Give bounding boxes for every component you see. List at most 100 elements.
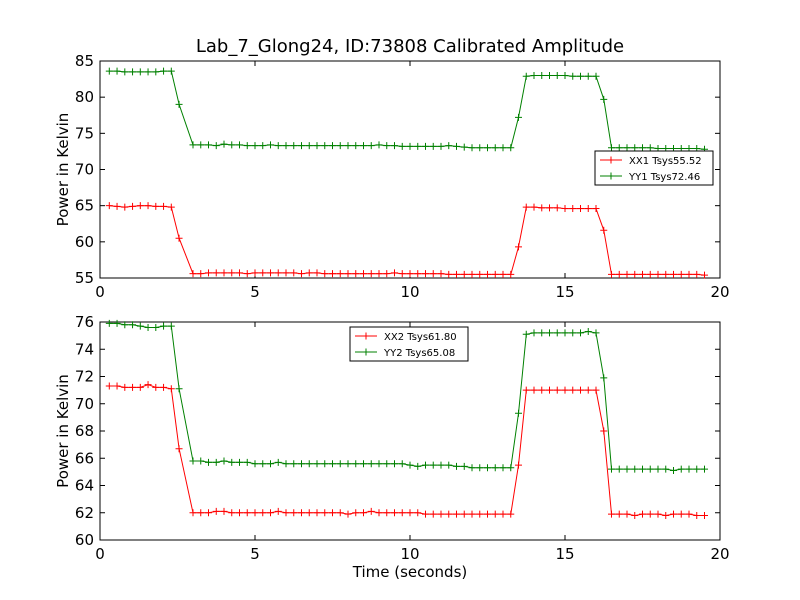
data-point xyxy=(491,144,499,152)
data-point xyxy=(499,270,507,278)
legend-marker xyxy=(607,172,615,180)
data-point xyxy=(144,381,152,389)
data-point xyxy=(460,270,468,278)
data-point xyxy=(422,270,429,278)
data-point xyxy=(197,141,205,149)
data-point xyxy=(136,322,144,330)
data-point xyxy=(476,464,484,472)
data-point xyxy=(491,510,499,518)
data-point xyxy=(305,460,313,468)
data-point xyxy=(136,68,144,76)
data-point xyxy=(577,386,584,394)
data-point xyxy=(282,460,290,468)
data-point xyxy=(259,142,267,150)
y-tick-label: 70 xyxy=(75,395,94,413)
data-point xyxy=(251,142,259,150)
data-point xyxy=(584,205,592,213)
data-point xyxy=(460,462,468,470)
data-point xyxy=(445,461,453,469)
data-point xyxy=(175,445,183,453)
data-point xyxy=(228,509,236,517)
data-point xyxy=(391,142,398,150)
data-point xyxy=(243,509,251,517)
data-point xyxy=(437,461,445,469)
data-point xyxy=(267,141,274,149)
data-point xyxy=(615,144,623,152)
data-point xyxy=(584,328,592,336)
data-point xyxy=(236,269,243,277)
data-point xyxy=(623,270,631,278)
data-point xyxy=(105,202,113,210)
data-point xyxy=(282,269,290,277)
data-point xyxy=(305,509,313,517)
data-point xyxy=(538,329,546,337)
data-point xyxy=(121,68,129,76)
data-point xyxy=(507,510,515,518)
data-point xyxy=(592,386,600,394)
data-point xyxy=(236,141,243,149)
data-point xyxy=(152,383,160,391)
data-point xyxy=(685,270,693,278)
data-point xyxy=(197,270,205,278)
data-point xyxy=(197,457,205,465)
data-point xyxy=(677,270,685,278)
data-point xyxy=(129,383,137,391)
data-point xyxy=(468,510,476,518)
data-point xyxy=(290,269,298,277)
data-point xyxy=(437,142,445,150)
data-point xyxy=(468,270,476,278)
x-tick-label: 10 xyxy=(400,545,419,563)
data-point xyxy=(212,269,220,277)
data-point xyxy=(243,270,251,278)
data-point xyxy=(608,144,615,152)
data-point xyxy=(220,457,228,465)
data-point xyxy=(360,509,367,517)
legend-marker xyxy=(362,332,370,340)
data-point xyxy=(212,458,220,466)
data-point xyxy=(654,510,662,518)
data-point xyxy=(189,509,197,517)
data-point xyxy=(329,270,336,278)
data-point xyxy=(259,269,267,277)
data-point xyxy=(553,71,561,79)
x-tick-label: 15 xyxy=(555,283,574,301)
data-point xyxy=(701,511,708,519)
data-point xyxy=(569,205,577,213)
data-point xyxy=(329,509,336,517)
data-point xyxy=(561,329,569,337)
data-point xyxy=(298,270,305,278)
data-point xyxy=(321,270,329,278)
data-point xyxy=(561,205,569,213)
data-point xyxy=(113,382,121,390)
data-point xyxy=(414,142,422,150)
data-point xyxy=(639,465,646,473)
data-point xyxy=(577,72,584,80)
y-tick-label: 75 xyxy=(75,124,94,142)
x-tick-label: 5 xyxy=(250,545,260,563)
data-point xyxy=(321,142,329,150)
data-point xyxy=(344,460,352,468)
data-point xyxy=(251,460,259,468)
data-point xyxy=(654,270,662,278)
top-panel: 0 5 10 15 20 55 60 65 70 75 80 85 Power in Kelvin XX1… xyxy=(54,52,730,301)
data-point xyxy=(491,464,499,472)
data-point xyxy=(499,510,507,518)
data-point xyxy=(305,269,313,277)
data-point xyxy=(406,509,414,517)
y-tick-label: 80 xyxy=(75,88,94,106)
data-point xyxy=(546,71,553,79)
data-point xyxy=(129,321,137,329)
data-point xyxy=(160,67,168,75)
data-point xyxy=(530,71,538,79)
data-point xyxy=(484,510,491,518)
data-point xyxy=(136,383,144,391)
data-point xyxy=(414,270,422,278)
data-point xyxy=(189,270,197,278)
data-point xyxy=(274,507,282,515)
data-point xyxy=(344,510,352,518)
data-point xyxy=(267,269,274,277)
data-point xyxy=(499,464,507,472)
data-point xyxy=(274,142,282,150)
data-point xyxy=(336,142,344,150)
data-point xyxy=(167,67,175,75)
